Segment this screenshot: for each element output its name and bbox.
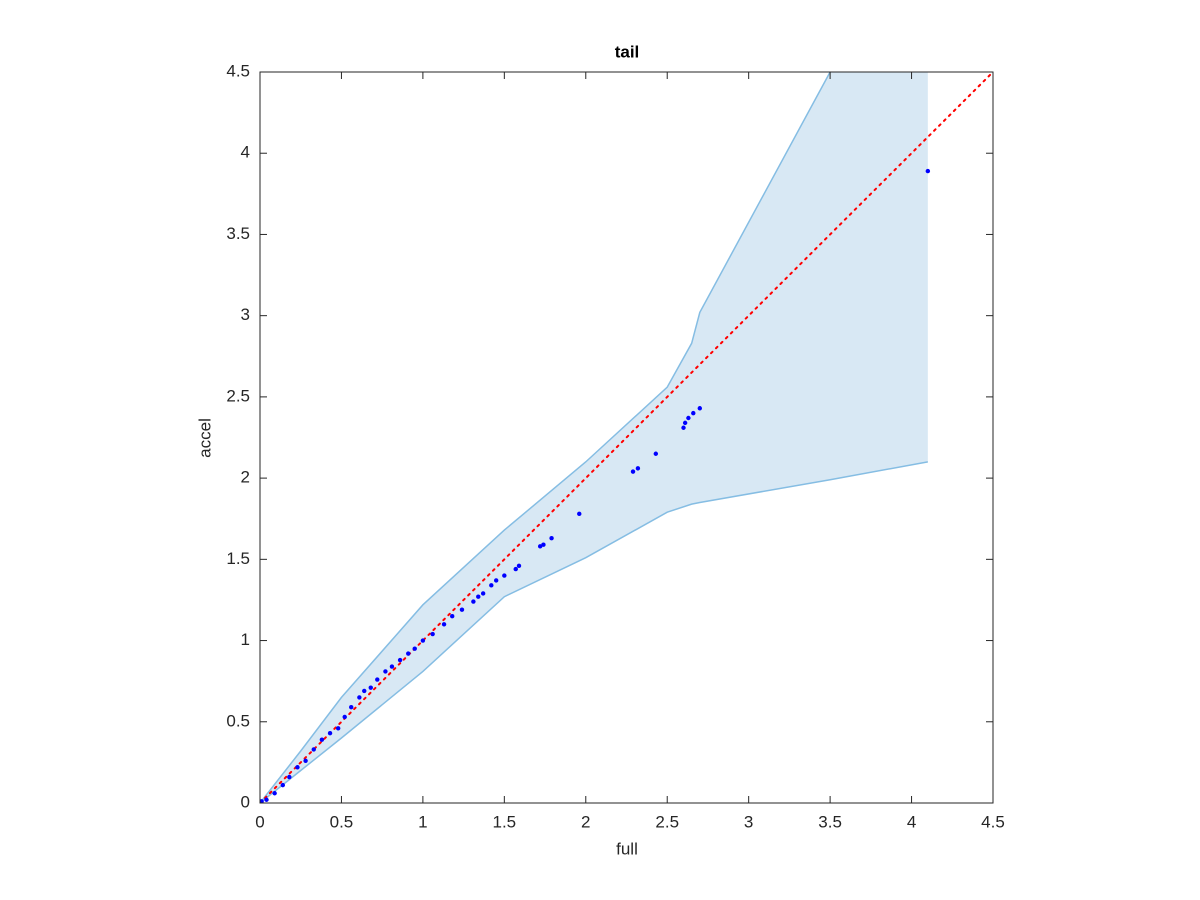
- x-tick-label: 1.5: [493, 812, 517, 831]
- data-point: [272, 791, 277, 796]
- data-point: [516, 563, 522, 569]
- y-tick-label: 4.5: [226, 61, 250, 80]
- data-point: [686, 415, 691, 421]
- data-point: [264, 797, 269, 802]
- data-point: [383, 669, 388, 674]
- data-point: [513, 566, 518, 572]
- data-point: [476, 594, 481, 599]
- data-point: [362, 688, 367, 694]
- data-point: [697, 406, 702, 411]
- data-point: [349, 704, 354, 710]
- plot-area: [260, 72, 993, 803]
- x-tick-label: 4: [907, 812, 916, 831]
- axes-box: [259, 71, 994, 804]
- data-point: [311, 747, 316, 752]
- x-tick-label: 1: [418, 812, 427, 831]
- data-point: [303, 758, 308, 763]
- data-point: [471, 599, 476, 604]
- y-tick-label: 3: [241, 305, 250, 324]
- data-point: [682, 420, 688, 426]
- data-point: [691, 410, 696, 416]
- chart-title: tail: [615, 42, 640, 61]
- data-point: [577, 511, 582, 517]
- data-point: [327, 730, 333, 736]
- x-tick-label: 4.5: [981, 812, 1005, 831]
- data-point: [260, 799, 264, 803]
- y-tick-label: 1: [241, 630, 250, 649]
- data-point: [502, 573, 507, 578]
- y-tick-label: 2.5: [226, 386, 250, 405]
- data-point: [480, 591, 486, 596]
- data-point: [335, 726, 341, 731]
- data-point: [342, 714, 347, 720]
- x-tick-label: 0: [255, 812, 264, 831]
- data-point: [375, 677, 380, 682]
- y-tick-label: 3.5: [226, 224, 250, 243]
- y-tick-label: 4: [241, 143, 250, 162]
- data-point: [653, 451, 659, 456]
- band-lower-edge: [260, 461, 928, 803]
- data-point: [630, 469, 636, 474]
- y-tick-label: 0: [241, 792, 250, 811]
- x-axis-label: full: [616, 839, 638, 858]
- data-point: [537, 544, 543, 549]
- x-tick-label: 3.5: [818, 812, 842, 831]
- x-tick-label: 2: [581, 812, 590, 831]
- x-tick-label: 2.5: [655, 812, 679, 831]
- data-point: [389, 664, 395, 669]
- data-point: [368, 685, 373, 690]
- data-point: [541, 542, 546, 547]
- data-point: [397, 657, 403, 663]
- data-point: [280, 782, 286, 788]
- x-tick-label: 3: [744, 812, 753, 831]
- reference-line: [260, 72, 993, 803]
- data-point: [635, 466, 641, 471]
- confidence-band: [260, 72, 928, 803]
- data-point: [287, 774, 292, 780]
- data-point: [412, 646, 417, 651]
- data-point: [319, 737, 325, 742]
- data-point: [493, 578, 499, 583]
- data-point: [549, 536, 554, 541]
- band-upper-edge: [260, 72, 831, 803]
- data-point: [489, 583, 494, 588]
- y-axis-label: accel: [195, 418, 214, 458]
- y-tick-label: 2: [241, 468, 250, 487]
- data-point: [420, 638, 426, 643]
- data-point: [357, 695, 362, 700]
- data-point: [925, 168, 931, 174]
- data-point: [459, 607, 465, 612]
- data-point: [430, 631, 435, 637]
- data-point: [441, 622, 447, 627]
- x-tick-label: 0.5: [330, 812, 354, 831]
- data-point: [406, 651, 411, 656]
- data-point: [450, 613, 455, 619]
- y-tick-label: 1.5: [226, 549, 250, 568]
- data-point: [295, 765, 300, 770]
- data-point: [681, 425, 686, 430]
- y-tick-label: 0.5: [226, 711, 250, 730]
